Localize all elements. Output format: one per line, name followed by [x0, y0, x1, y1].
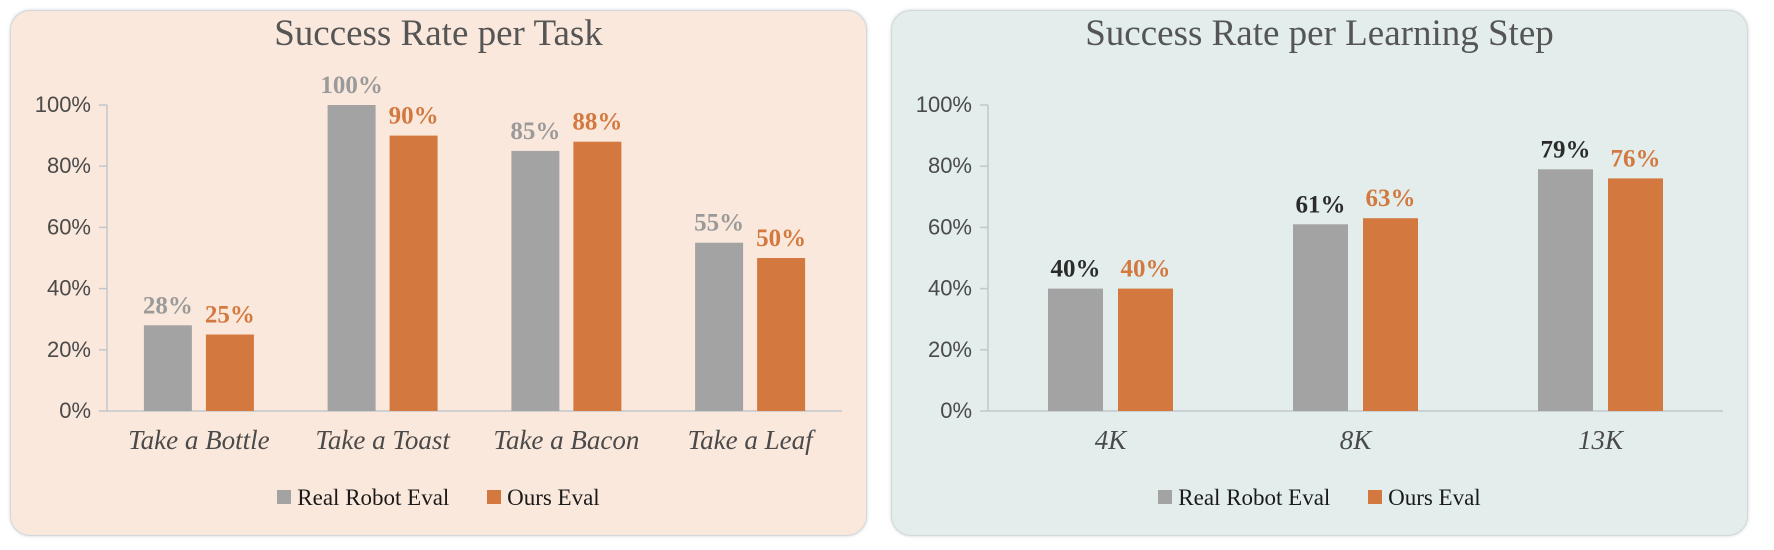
svg-text:20%: 20%	[47, 337, 91, 362]
svg-text:0%: 0%	[940, 398, 972, 423]
svg-text:50%: 50%	[756, 225, 806, 252]
svg-text:60%: 60%	[928, 214, 972, 239]
svg-text:100%: 100%	[320, 72, 383, 99]
svg-text:28%: 28%	[143, 292, 193, 319]
svg-text:79%: 79%	[1541, 136, 1591, 163]
svg-text:4K: 4K	[1095, 425, 1129, 455]
svg-text:80%: 80%	[47, 153, 91, 178]
svg-text:88%: 88%	[572, 109, 622, 136]
svg-text:63%: 63%	[1366, 185, 1416, 212]
svg-text:Take a Bottle: Take a Bottle	[128, 425, 270, 455]
svg-text:Take a Bacon: Take a Bacon	[493, 425, 639, 455]
svg-text:60%: 60%	[47, 214, 91, 239]
svg-text:8K: 8K	[1340, 425, 1374, 455]
svg-text:100%: 100%	[916, 92, 972, 117]
svg-text:76%: 76%	[1611, 145, 1661, 172]
svg-text:40%: 40%	[1051, 256, 1101, 283]
svg-text:20%: 20%	[928, 337, 972, 362]
svg-text:25%: 25%	[205, 302, 255, 329]
svg-text:90%: 90%	[389, 103, 439, 130]
svg-text:80%: 80%	[928, 153, 972, 178]
svg-text:0%: 0%	[59, 398, 91, 423]
svg-text:40%: 40%	[928, 276, 972, 301]
svg-text:40%: 40%	[1121, 256, 1171, 283]
svg-text:85%: 85%	[510, 118, 560, 145]
svg-text:Take a Toast: Take a Toast	[315, 425, 451, 455]
svg-text:13K: 13K	[1578, 425, 1625, 455]
svg-text:100%: 100%	[35, 92, 91, 117]
svg-text:61%: 61%	[1296, 191, 1346, 218]
svg-text:40%: 40%	[47, 276, 91, 301]
svg-text:55%: 55%	[694, 210, 744, 237]
svg-text:Take a Leaf: Take a Leaf	[688, 425, 817, 455]
